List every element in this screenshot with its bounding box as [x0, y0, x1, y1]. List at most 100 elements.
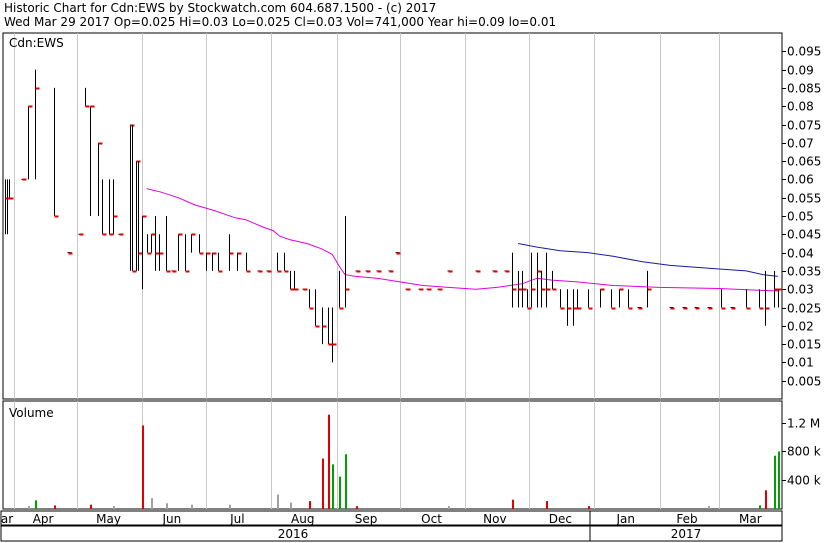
- volume-bar: [90, 504, 92, 509]
- month-label: Oct: [421, 512, 442, 526]
- ohlc-bar: [9, 179, 14, 200]
- month-label: Jul: [229, 512, 244, 526]
- volume-axis: 400 k 800 k 1.2 M: [782, 417, 821, 488]
- volume-bar: [546, 501, 548, 509]
- price-tick-label: 0.025: [787, 302, 821, 316]
- volume-bar: [765, 490, 767, 509]
- ohlc-bar: [759, 289, 764, 310]
- volume-bar: [113, 506, 115, 509]
- ohlc-bar: [102, 179, 107, 236]
- ohlc-bar: [588, 289, 593, 310]
- volume-panel-label: Volume: [9, 406, 54, 420]
- ohlc-bar: [212, 252, 217, 271]
- ohlc-bar: [315, 289, 320, 328]
- price-tick-label: 0.045: [787, 228, 821, 242]
- ohlc-bar: [619, 288, 624, 308]
- ohlc-bar: [774, 270, 779, 308]
- ohlc-bar: [531, 252, 536, 308]
- volume-bar: [35, 500, 37, 509]
- volume-tick-label: 800 k: [787, 445, 821, 459]
- month-label: Dec: [549, 512, 572, 526]
- month-label: May: [96, 512, 121, 526]
- volume-bar: [151, 498, 153, 509]
- volume-bar: [339, 476, 341, 509]
- price-tick-label: 0.01: [787, 356, 814, 370]
- ohlc-bar: [682, 307, 688, 310]
- ohlc-bar: [628, 289, 633, 310]
- ohlc-bar: [512, 252, 517, 308]
- month-label: Jun: [162, 512, 182, 526]
- ohlc-bar: [98, 142, 103, 216]
- ohlc-bar: [746, 289, 751, 310]
- volume-bar: [345, 454, 347, 509]
- ohlc-bar: [669, 307, 675, 310]
- ohlc-bar: [322, 307, 327, 345]
- price-tick-label: 0.05: [787, 210, 814, 224]
- ohlc-bar: [132, 124, 137, 273]
- ohlc-bar: [277, 252, 282, 273]
- price-tick-label: 0.09: [787, 64, 814, 78]
- price-tick-label: 0.075: [787, 119, 821, 133]
- price-tick-label: 0.02: [787, 320, 814, 334]
- month-labels: ar Apr May Jun Jul Aug Sep Oct Nov Dec Jan Feb Mar: [1, 512, 762, 526]
- ohlc-bar: [332, 307, 337, 363]
- price-tick-label: 0.08: [787, 100, 814, 114]
- ohlc-bar: [376, 270, 382, 273]
- ohlc-bar: [611, 289, 616, 310]
- price-tick-label: 0.035: [787, 265, 821, 279]
- ohlc-bar: [388, 270, 394, 273]
- ohlc-bar: [567, 289, 572, 326]
- ohlc-bar: [171, 270, 177, 273]
- price-tick-label: 0.015: [787, 338, 821, 352]
- volume-bar: [142, 425, 144, 509]
- ohlc-bar: [142, 215, 147, 290]
- volume-bar: [448, 506, 450, 509]
- price-panel-label: Cdn:EWS: [9, 36, 64, 50]
- volume-bar: [759, 505, 761, 509]
- ohlc-bar: [85, 87, 90, 108]
- ohlc-bar: [537, 252, 542, 308]
- ohlc-bar: [290, 270, 295, 291]
- ohlc-bar: [166, 216, 171, 273]
- ohlc-bar: [199, 234, 204, 255]
- volume-panel-frame: [2, 400, 783, 510]
- ohlc-bar: [730, 307, 736, 310]
- ohlc-bar: [151, 233, 156, 253]
- ohlc-bar: [206, 252, 211, 271]
- ohlc-bar: [492, 270, 498, 273]
- ohlc-bar: [28, 105, 33, 180]
- ohlc-bar: [447, 270, 453, 273]
- ohlc-bar: [546, 252, 551, 308]
- ohlc-bar: [54, 87, 59, 218]
- price-grid: [14, 33, 720, 399]
- volume-bar: [277, 494, 279, 509]
- volume-bar: [191, 504, 193, 509]
- price-tick-label: 0.06: [787, 173, 814, 187]
- volume-bar: [512, 499, 514, 509]
- month-label: Apr: [33, 512, 54, 526]
- ohlc-bar: [67, 252, 73, 255]
- ohlc-bar: [647, 270, 652, 308]
- ohlc-bar: [109, 179, 114, 236]
- ohlc-bar: [527, 289, 532, 310]
- ohlc-bar: [246, 252, 251, 273]
- price-tick-label: 0.04: [787, 247, 814, 261]
- volume-tick-label: 1.2 M: [787, 417, 820, 431]
- chart-header-quote: Wed Mar 29 2017 Op=0.025 Hi=0.03 Lo=0.02…: [4, 15, 557, 29]
- ohlc-bar: [159, 234, 164, 271]
- volume-bar: [166, 503, 168, 509]
- ohlc-bar: [294, 270, 299, 291]
- price-tick-label: 0.065: [787, 155, 821, 169]
- price-panel-frame: [2, 32, 783, 400]
- volume-bar: [708, 506, 710, 509]
- chart-header-title: Historic Chart for Cdn:EWS by Stockwatch…: [4, 1, 437, 15]
- ohlc-bar: [541, 270, 546, 308]
- volume-bar: [309, 501, 311, 509]
- ohlc-bar: [309, 289, 314, 310]
- ohlc-bar: [707, 307, 713, 310]
- ohlc-bar: [113, 179, 118, 235]
- year-label-2016: 2016: [278, 527, 309, 541]
- volume-bar: [332, 464, 334, 509]
